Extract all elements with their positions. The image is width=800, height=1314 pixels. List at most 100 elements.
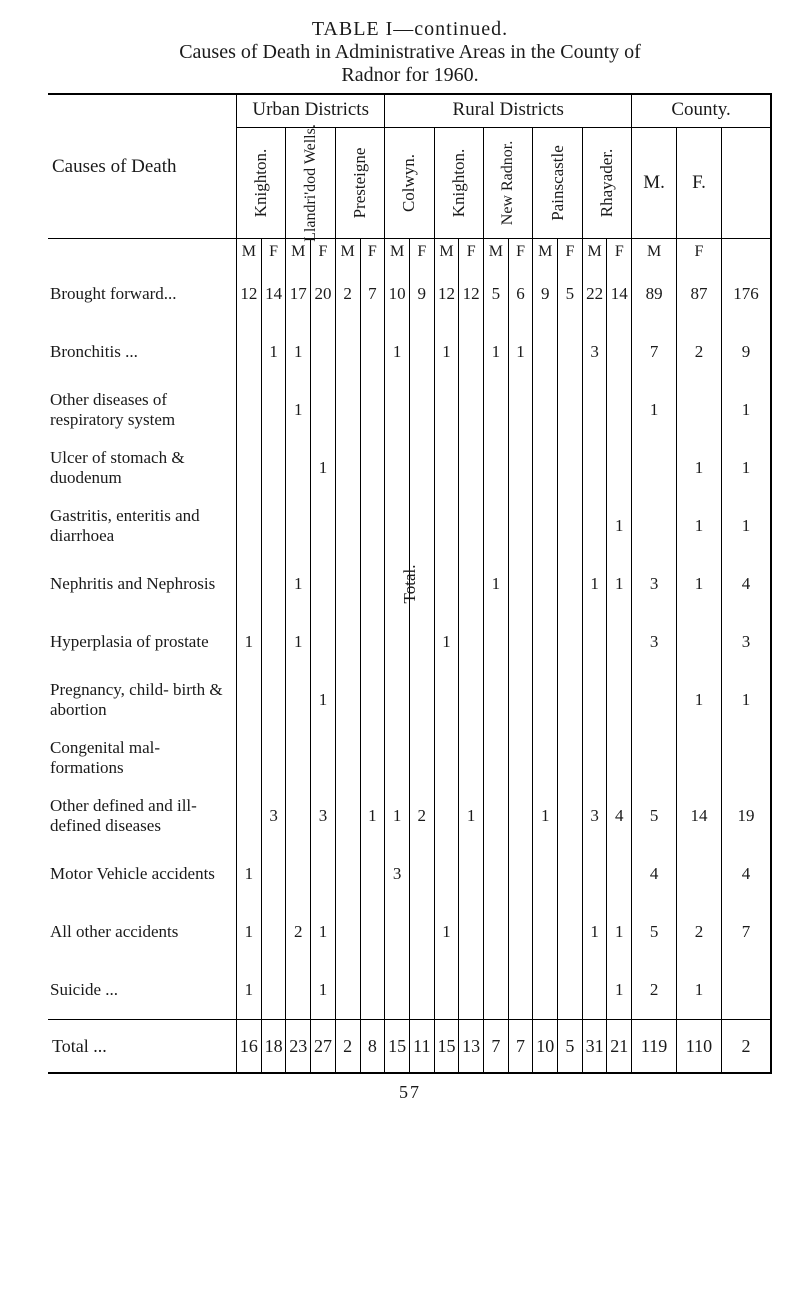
cell: [237, 671, 262, 729]
col-painscastle: Painscastle: [533, 128, 582, 239]
cell: [558, 729, 583, 787]
cell: 15: [385, 1020, 410, 1074]
cell: 18: [261, 1020, 286, 1074]
cell: [360, 381, 385, 439]
table-row: Bronchitis ...1111113729: [48, 323, 771, 381]
cell: [484, 729, 509, 787]
cell: [335, 323, 360, 381]
cell: [434, 787, 459, 845]
cell: [533, 323, 558, 381]
table-row: Gastritis, enteritis and diarrhoea111: [48, 497, 771, 555]
cell: [311, 497, 336, 555]
title-line-2: Causes of Death in Administrative Areas …: [48, 41, 772, 64]
cell: 3: [582, 787, 607, 845]
cell: [508, 729, 533, 787]
mf-m: M: [582, 239, 607, 266]
cell: [335, 613, 360, 671]
cell: [607, 671, 632, 729]
cell: 22: [582, 265, 607, 323]
cell: 2: [632, 961, 677, 1020]
cell: [311, 613, 336, 671]
table-row: Congenital mal- formations: [48, 729, 771, 787]
cell: [582, 497, 607, 555]
row-label: Hyperplasia of prostate: [48, 613, 237, 671]
row-label: Suicide ...: [48, 961, 237, 1020]
cell: [261, 729, 286, 787]
table-row: Suicide ...11121: [48, 961, 771, 1020]
cell: [582, 613, 607, 671]
cell: [335, 555, 360, 613]
cell: [677, 729, 722, 787]
col-rhayader: Rhayader.: [582, 128, 631, 239]
cell: [607, 613, 632, 671]
cell: 1: [677, 497, 722, 555]
cell: [677, 381, 722, 439]
cell: 1: [721, 497, 771, 555]
mf-header-row: MF MF MF MF MF MF MF MF M F: [48, 239, 771, 266]
cell: [335, 671, 360, 729]
mf-m: M: [335, 239, 360, 266]
cell: 1: [237, 903, 262, 961]
cell: [459, 845, 484, 903]
table: Causes of Death Urban Districts Rural Di…: [48, 93, 772, 1074]
row-label: Gastritis, enteritis and diarrhoea: [48, 497, 237, 555]
row-label: Nephritis and Nephrosis: [48, 555, 237, 613]
cell: [607, 381, 632, 439]
col-presteigne: Presteigne: [335, 128, 384, 239]
cell: [261, 555, 286, 613]
cell: 87: [677, 265, 722, 323]
cell: 13: [459, 1020, 484, 1074]
cell: 7: [360, 265, 385, 323]
cell: 4: [607, 787, 632, 845]
cell: [484, 903, 509, 961]
cell: [360, 613, 385, 671]
page: TABLE I—continued. Causes of Death in Ad…: [0, 0, 800, 1123]
cell: 1: [311, 961, 336, 1020]
cell: [459, 381, 484, 439]
cell: [459, 729, 484, 787]
cell: 1: [385, 323, 410, 381]
cell: 1: [286, 613, 311, 671]
cell: 2: [409, 787, 434, 845]
header-rural: Rural Districts: [385, 94, 632, 128]
cell: 3: [632, 613, 677, 671]
table-row: Pregnancy, child- birth & abortion111: [48, 671, 771, 729]
cell: 1: [286, 381, 311, 439]
cell: [582, 381, 607, 439]
cell: 1: [360, 787, 385, 845]
cell: [261, 845, 286, 903]
cell: [459, 439, 484, 497]
mf-m: M: [385, 239, 410, 266]
cell: 14: [261, 265, 286, 323]
cell: [533, 671, 558, 729]
cell: [286, 439, 311, 497]
cell: [311, 729, 336, 787]
cell: 1: [286, 555, 311, 613]
cell: [409, 439, 434, 497]
cell: [434, 555, 459, 613]
cell: [484, 613, 509, 671]
table-body: Brought forward...1214172027109121256952…: [48, 265, 771, 1020]
cell: 2: [335, 265, 360, 323]
cell: [484, 497, 509, 555]
cell: 8: [360, 1020, 385, 1074]
row-label: Congenital mal- formations: [48, 729, 237, 787]
col-county-m: M.: [632, 128, 677, 239]
col-knighton-urban: Knighton.: [237, 128, 286, 239]
cell: 12: [459, 265, 484, 323]
cell: [286, 961, 311, 1020]
cell: [409, 729, 434, 787]
table-row: Brought forward...1214172027109121256952…: [48, 265, 771, 323]
cell: [261, 613, 286, 671]
cell: [508, 671, 533, 729]
cell: [261, 903, 286, 961]
cell: 1: [677, 961, 722, 1020]
cell: 21: [607, 1020, 632, 1074]
cell: [385, 381, 410, 439]
cell: [558, 961, 583, 1020]
cell: 17: [286, 265, 311, 323]
row-label: Other diseases of respiratory system: [48, 381, 237, 439]
cell: 1: [607, 961, 632, 1020]
cell: [533, 903, 558, 961]
cell: 7: [721, 903, 771, 961]
